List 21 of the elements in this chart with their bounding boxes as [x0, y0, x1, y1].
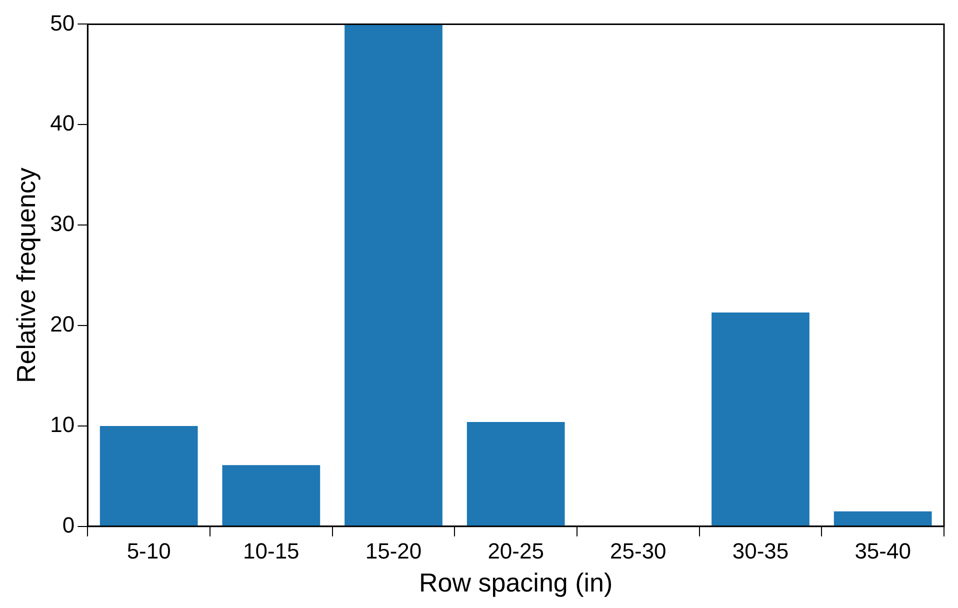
bar — [100, 426, 198, 526]
x-tick-label: 5-10 — [126, 538, 171, 564]
bar — [344, 24, 442, 526]
y-tick-label: 20 — [50, 312, 75, 337]
x-tick-label: 15-20 — [365, 538, 422, 564]
bar — [712, 312, 810, 526]
x-tick-label: 25-30 — [610, 538, 666, 564]
y-tick-label: 10 — [50, 412, 75, 438]
x-tick-label: 20-25 — [488, 538, 544, 564]
y-tick-label: 40 — [50, 110, 75, 136]
bar — [834, 511, 932, 526]
y-tick-label: 50 — [50, 10, 75, 36]
x-tick-label: 30-35 — [732, 538, 789, 564]
y-axis-title: Relative frequency — [10, 168, 41, 383]
bar — [222, 465, 320, 526]
x-tick-label: 10-15 — [243, 538, 300, 564]
y-tick-label: 0 — [62, 512, 75, 538]
bar — [466, 422, 565, 526]
x-axis-title: Row spacing (in) — [419, 568, 613, 598]
y-tick-label: 30 — [50, 211, 75, 236]
x-tick-label: 35-40 — [854, 538, 911, 564]
